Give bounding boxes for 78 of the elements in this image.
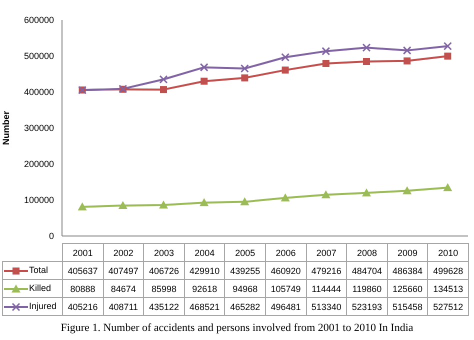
data-label: 94968 bbox=[224, 280, 266, 298]
legend-label: Total bbox=[2, 262, 62, 280]
y-axis-title: Number bbox=[1, 110, 12, 146]
point bbox=[240, 197, 250, 206]
data-label: 84674 bbox=[103, 280, 144, 298]
y-tick-label: 500000 bbox=[24, 51, 54, 62]
point bbox=[280, 193, 290, 202]
point bbox=[159, 200, 168, 209]
point bbox=[443, 42, 452, 50]
data-label: 527512 bbox=[428, 298, 468, 316]
data-label: 80888 bbox=[62, 280, 104, 298]
data-label: 484704 bbox=[346, 262, 388, 280]
data-label: 460920 bbox=[265, 262, 306, 280]
x-tick-label: 2003 bbox=[144, 244, 184, 262]
y-tick-label: 100000 bbox=[24, 195, 54, 206]
data-label: 468521 bbox=[184, 298, 225, 316]
data-label: 523193 bbox=[346, 298, 388, 316]
data-label: 407497 bbox=[103, 262, 144, 280]
point bbox=[78, 202, 87, 210]
x-tick-label: 2010 bbox=[428, 244, 468, 262]
x-tick-label: 2002 bbox=[103, 244, 144, 262]
data-label: 496481 bbox=[265, 298, 306, 316]
point bbox=[402, 46, 412, 55]
point bbox=[200, 198, 209, 206]
point bbox=[321, 190, 330, 198]
x-tick-label: 2008 bbox=[346, 244, 388, 262]
data-label: 515458 bbox=[387, 298, 428, 316]
point bbox=[160, 86, 167, 94]
data-label: 435122 bbox=[144, 298, 184, 316]
point bbox=[159, 75, 168, 84]
data-label: 479216 bbox=[306, 262, 347, 280]
x-tick-label: 2004 bbox=[184, 244, 225, 262]
x-tick-label: 2005 bbox=[224, 244, 266, 262]
point bbox=[362, 43, 371, 52]
data-label: 134513 bbox=[428, 280, 468, 298]
y-tick-label: 0 bbox=[48, 231, 54, 242]
point bbox=[322, 46, 330, 56]
y-tick-label: 200000 bbox=[24, 159, 54, 170]
data-label: 486384 bbox=[387, 262, 428, 280]
data-label: 406726 bbox=[144, 262, 184, 280]
caption: Figure 1. Number of accidents and persons involved from 2001 to 2010 In India bbox=[60, 322, 414, 334]
point bbox=[322, 60, 330, 67]
legend-label: Killed bbox=[2, 280, 62, 298]
point bbox=[200, 78, 208, 85]
data-label: 114444 bbox=[306, 280, 347, 298]
data-label: 85998 bbox=[144, 280, 184, 298]
data-label: 408711 bbox=[103, 298, 144, 316]
data-label: 405637 bbox=[62, 262, 104, 280]
y-tick-label: 400000 bbox=[24, 87, 54, 98]
y-tick-label: 300000 bbox=[24, 123, 54, 134]
point bbox=[404, 57, 411, 64]
point bbox=[444, 52, 452, 60]
point bbox=[443, 183, 452, 192]
x-tick-label: 2007 bbox=[306, 244, 347, 262]
data-label: 119860 bbox=[346, 280, 388, 298]
x-tick-label: 2009 bbox=[387, 244, 428, 262]
data-label: 105749 bbox=[265, 280, 306, 298]
point bbox=[200, 63, 208, 72]
x-tick-label: 2006 bbox=[265, 244, 306, 262]
data-label: 513340 bbox=[306, 298, 347, 316]
point bbox=[118, 201, 128, 210]
point bbox=[363, 58, 370, 66]
point bbox=[362, 188, 371, 196]
data-label: 439255 bbox=[224, 262, 266, 280]
point bbox=[240, 64, 249, 73]
point bbox=[241, 74, 248, 82]
x-tick-label: 2001 bbox=[62, 244, 104, 262]
data-label: 405216 bbox=[62, 298, 104, 316]
data-label: 499628 bbox=[428, 262, 468, 280]
data-label: 125660 bbox=[387, 280, 428, 298]
y-tick-label: 600000 bbox=[24, 15, 54, 26]
point bbox=[402, 186, 412, 194]
data-label: 465282 bbox=[224, 298, 266, 316]
data-label: 92618 bbox=[184, 280, 225, 298]
legend-label: Injured bbox=[2, 298, 62, 316]
point bbox=[281, 53, 290, 62]
point bbox=[282, 66, 289, 74]
data-label: 429910 bbox=[184, 262, 225, 280]
